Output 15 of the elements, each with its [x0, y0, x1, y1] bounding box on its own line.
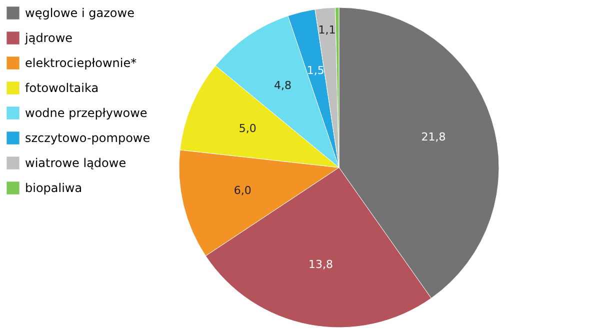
- legend-label: wodne przepływowe: [25, 106, 148, 120]
- data-label: 6,0: [234, 184, 252, 197]
- data-label: 5,0: [238, 122, 256, 135]
- legend-label: wiatrowe lądowe: [25, 156, 126, 170]
- legend-label: węglowe i gazowe: [25, 6, 134, 20]
- legend-label: jądrowe: [24, 31, 73, 45]
- data-label: 13,8: [308, 258, 333, 271]
- data-label: 1,5: [306, 64, 324, 78]
- data-label: 21,8: [421, 130, 446, 144]
- legend-label: biopaliwa: [25, 181, 82, 195]
- data-label: 4,8: [274, 78, 292, 92]
- data-label: 1,1: [318, 23, 336, 36]
- legend-label: szczytowo-pompowe: [25, 131, 150, 145]
- legend-label: fotowoltaika: [25, 81, 99, 95]
- legend-label: elektrociepłownie*: [25, 56, 137, 70]
